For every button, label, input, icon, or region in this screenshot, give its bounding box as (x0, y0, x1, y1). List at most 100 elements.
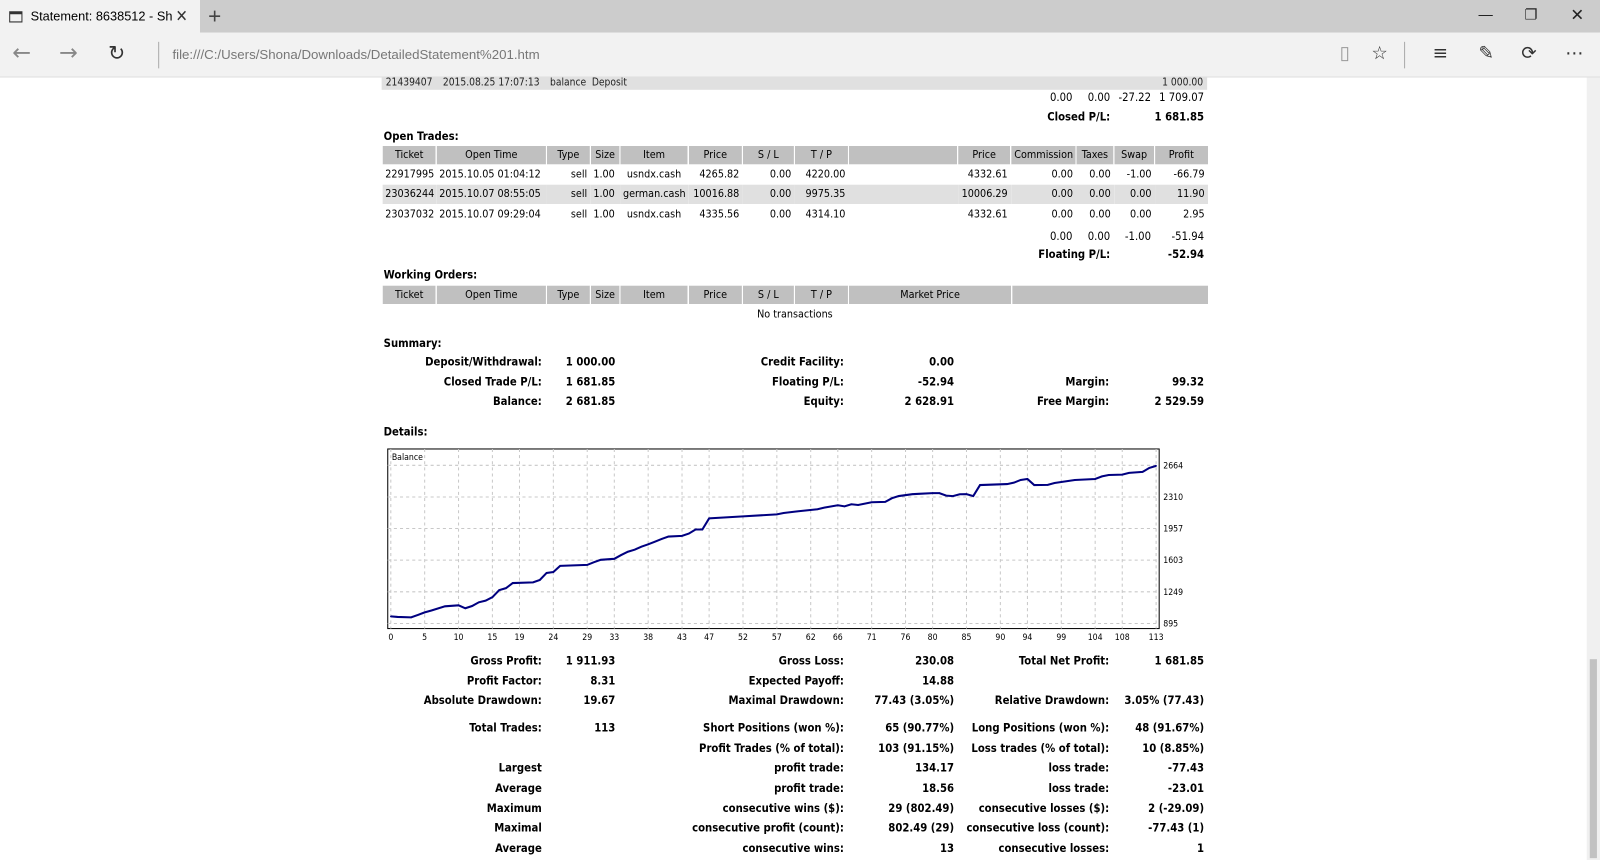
statement-page: 21439407 2015.08.25 17:07:13 balance Dep… (0, 77, 1587, 860)
address-bar: ← → ↻ file:///C:/Users/Shona/Downloads/D… (0, 32, 1600, 78)
reading-view-icon[interactable]: ▯ (1339, 42, 1350, 65)
floating-pl-value: -52.94 (1167, 247, 1205, 262)
data-point (952, 495, 954, 497)
data-point (464, 607, 467, 610)
x-tick-label: 10 (454, 633, 464, 641)
data-point (823, 506, 826, 509)
x-tick-label: 113 (1149, 633, 1164, 641)
stat-value (1109, 671, 1204, 691)
vertical-scrollbar[interactable] (1586, 77, 1600, 860)
closed-taxes-total: 0.00 (1087, 90, 1111, 105)
data-point (979, 484, 981, 486)
browser-tab[interactable]: Statement: 8638512 - Sh ✕ (0, 0, 200, 33)
stat-value: 1 000.00 (565, 355, 616, 369)
scrollbar-thumb[interactable] (1589, 659, 1597, 859)
stat-value (542, 738, 615, 758)
data-point (681, 535, 683, 537)
table-cell: 23036244 (382, 184, 437, 205)
stat-label: Credit Facility: (760, 355, 844, 369)
data-point (1074, 479, 1076, 481)
stat-value: 0.00 (929, 355, 955, 369)
divider (158, 41, 160, 69)
stats-row: Gross Profit: 1 911.93 Gross Loss: 230.08 To… (382, 651, 1204, 671)
column-header: Commission (1010, 145, 1077, 165)
closed-pl-label: Closed P/L: (1047, 110, 1111, 124)
url-field[interactable]: file:///C:/Users/Shona/Downloads/Detaile… (172, 46, 540, 63)
forward-icon[interactable]: → (59, 40, 78, 67)
data-point (417, 614, 419, 616)
stat-label: Margin: (1065, 375, 1110, 389)
more-icon[interactable]: ⋯ (1565, 42, 1584, 65)
cell: balance (549, 77, 587, 89)
table-cell: 22917995 (385, 168, 435, 181)
stat-value: 1 (1197, 841, 1205, 855)
stat-value: 1 681.85 (1154, 654, 1205, 668)
data-point (599, 558, 602, 561)
new-tab-icon[interactable]: + (208, 3, 222, 29)
data-point (1155, 465, 1157, 467)
stat-label: consecutive loss (count): (966, 821, 1110, 835)
stats-row: Balance: 2 681.85 Equity: 2 628.91 Free Marg… (382, 392, 1204, 412)
table-cell: 0.00 (769, 207, 792, 221)
table-cell: 0.00 (742, 184, 795, 205)
summary-title: Summary: (383, 336, 442, 350)
data-point (897, 495, 900, 497)
share-icon[interactable]: ⟳ (1521, 42, 1537, 65)
column-header: Type (545, 145, 591, 165)
column-header: T / P (793, 285, 849, 305)
hub-icon[interactable]: ≡ (1432, 42, 1449, 65)
x-tick-label: 5 (422, 633, 427, 641)
stat-label: Absolute Drawdown: (423, 694, 542, 708)
table-row: 23037032 2015.10.07 09:29:04 sell 1.00 usndx… (382, 204, 1208, 224)
table-cell: 1.00 (593, 168, 615, 181)
back-icon[interactable]: ← (12, 40, 32, 67)
open-trades-title: Open Trades: (383, 129, 459, 143)
x-tick-label: 62 (806, 633, 816, 641)
table-cell: -1.00 (1126, 168, 1152, 181)
stat-label: consecutive wins ($): (722, 801, 844, 815)
divider (1404, 41, 1406, 69)
table-cell: 0.00 (1010, 184, 1077, 205)
web-note-icon[interactable]: ✎ (1478, 42, 1494, 65)
stat-value: 103 (91.15%) (878, 741, 955, 755)
column-header: Item (619, 285, 689, 305)
close-tab-icon[interactable]: ✕ (175, 6, 188, 26)
table-cell: 4332.61 (967, 207, 1008, 221)
stats-row: Total Trades: 113 Short Positions (won %):… (382, 718, 1204, 738)
cell: Deposit (591, 77, 627, 89)
table-cell: 0.00 (1051, 207, 1073, 221)
data-point (1141, 471, 1144, 473)
close-window-icon[interactable]: ✕ (1570, 7, 1585, 25)
column-header: Size (589, 145, 620, 165)
stats-row: Profit Factor: 8.31 Expected Payoff: 14.88 (382, 671, 1204, 691)
table-cell: 1.00 (590, 184, 620, 205)
stat-label (382, 738, 542, 758)
stat-label: Equity: (803, 395, 844, 409)
table-cell: -66.79 (1173, 168, 1205, 181)
stat-value: 2 (-29.09) (1148, 801, 1205, 815)
data-point (742, 515, 744, 518)
open-commission-total: 0.00 (1049, 229, 1073, 243)
table-cell: 10016.88 (688, 184, 743, 205)
data-point (545, 572, 548, 574)
tab-bar: Statement: 8638512 - Sh ✕ + — ❐ ✕ (0, 0, 1600, 33)
stat-label: Closed Trade P/L: (443, 375, 542, 389)
table-cell: 0.00 (1089, 207, 1111, 221)
data-point (938, 492, 941, 494)
data-point (884, 501, 887, 503)
x-tick-label: 99 (1056, 633, 1066, 641)
refresh-icon[interactable]: ↻ (108, 40, 126, 66)
stat-label: Gross Profit: (470, 654, 542, 668)
favorite-star-icon[interactable]: ☆ (1371, 42, 1388, 65)
stat-label: profit trade: (774, 781, 844, 795)
x-tick-label: 29 (582, 633, 592, 641)
column-header: S / L (741, 145, 795, 165)
data-point (613, 558, 616, 560)
table-cell: 2.95 (1183, 207, 1205, 221)
data-point (945, 494, 947, 497)
minimize-icon[interactable]: — (1478, 6, 1493, 23)
restore-icon[interactable]: ❐ (1524, 6, 1538, 23)
data-point (1148, 467, 1151, 469)
